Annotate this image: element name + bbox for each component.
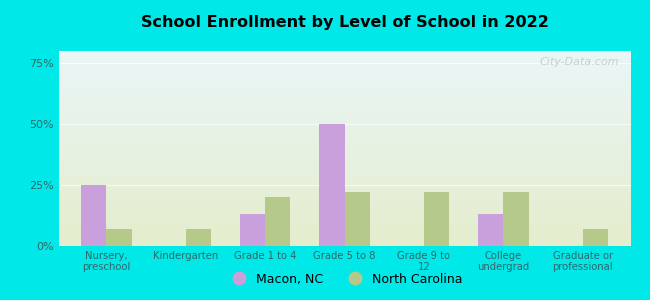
Bar	[81, 185, 106, 246]
Legend: Macon, NC, North Carolina: Macon, NC, North Carolina	[221, 268, 468, 291]
Bar	[344, 192, 370, 246]
Bar	[424, 192, 449, 246]
Bar	[106, 229, 131, 246]
Bar	[186, 229, 211, 246]
Title: School Enrollment by Level of School in 2022: School Enrollment by Level of School in …	[140, 15, 549, 30]
Bar	[319, 124, 344, 246]
Bar	[478, 214, 503, 246]
Text: City-Data.com: City-Data.com	[540, 57, 619, 67]
Bar	[583, 229, 608, 246]
Bar	[265, 197, 291, 246]
Bar	[503, 192, 529, 246]
Bar	[240, 214, 265, 246]
